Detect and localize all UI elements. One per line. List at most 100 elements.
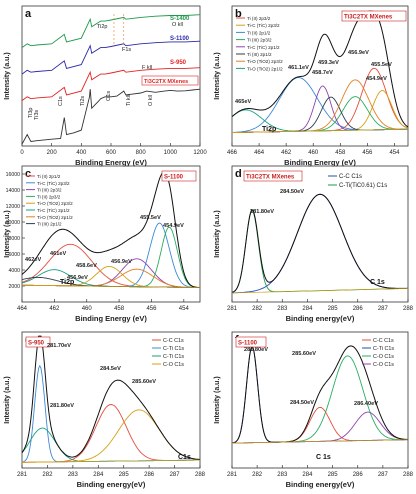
region-label: C1s <box>178 454 191 461</box>
series-label: S-1400 <box>170 16 190 22</box>
legend-entry: Ti-C (TiC) 2p3/2 <box>37 181 70 186</box>
x-tick-label: 285 <box>328 472 339 478</box>
x-axis-label: Binding energy(eV) <box>77 480 146 489</box>
legend-entry: C-O C1s <box>373 362 394 368</box>
legend-entry: Ti (III) 2p1/2 <box>247 52 272 57</box>
plot-frame <box>231 331 409 469</box>
legend-entry: Ti-O (TiO2) 2p3/2 <box>37 201 73 206</box>
x-tick-label: 400 <box>76 150 87 156</box>
peak-component <box>21 427 200 462</box>
x-axis-label: Binding Energy (eV) <box>284 158 356 167</box>
peak-label: 461.1eV <box>288 65 309 71</box>
x-tick-label: 287 <box>378 472 389 478</box>
legend-entry: Ti (II) 2p3/2 <box>37 194 61 199</box>
peak-label: 456.9eV <box>111 259 132 265</box>
panel-title: S-950 <box>28 341 45 347</box>
legend-entry: Ti-O (TiO2) 2p1/2 <box>247 66 283 71</box>
x-tick-label: 456 <box>146 306 157 312</box>
peak-label: 458.6eV <box>76 263 97 269</box>
series-line <box>21 14 201 48</box>
plot-frame <box>21 165 201 303</box>
y-axis-label: Intensity (a.u.) <box>214 376 221 423</box>
title-box <box>341 10 407 22</box>
x-tick-label: 600 <box>106 150 117 156</box>
x-tick-label: 285 <box>328 306 339 312</box>
legend-entry: C-Ti C1s <box>163 346 184 352</box>
peak-label: O1s <box>106 91 112 101</box>
peak-label: 281.80eV <box>250 209 274 215</box>
legend-entry: Ti-C (TiC) 2p1/2 <box>247 45 280 50</box>
peak-label: 458.7eV <box>312 70 333 76</box>
peak-label: 454.9eV <box>366 76 387 82</box>
x-tick-label: 288 <box>403 472 414 478</box>
x-tick-label: 285 <box>119 472 130 478</box>
x-tick-label: 200 <box>47 150 58 156</box>
y-tick-label: 14000 <box>6 188 21 194</box>
peak-label: C1s <box>58 96 64 106</box>
legend-entry: Ti (II) 2p1/2 <box>247 30 271 35</box>
y-tick-label: 8000 <box>8 236 20 242</box>
y-tick-label: 16000 <box>6 172 21 178</box>
panel-d: d Binding energy(eV) Intensity (a.u.) 281 28… <box>214 165 414 323</box>
baseline <box>22 284 200 288</box>
x-tick-label: 284 <box>302 306 313 312</box>
title-box <box>243 170 303 182</box>
legend-box <box>141 75 199 86</box>
legend-entry: C-C C1s <box>339 174 362 180</box>
peak-label: 455.5eV <box>140 215 161 221</box>
peak-label: 456.9eV <box>348 50 369 56</box>
peak-label: 455.5eV <box>371 62 392 68</box>
y-tick-label: 4000 <box>8 268 20 274</box>
x-tick-label: 286 <box>353 472 364 478</box>
envelope-line <box>21 171 200 288</box>
peak-label: Ti3s <box>34 110 40 120</box>
legend-entry: Ti (III) 2p3/2 <box>247 38 272 43</box>
peak-label: 286.40eV <box>354 401 378 407</box>
panel-c: c Binding Energy (eV) Intensity (a.u.) 464 4… <box>4 165 201 323</box>
legend-entry: C-Ti C1s <box>373 346 394 352</box>
peak-label: 459.3eV <box>318 60 339 66</box>
panel-title: S-1100 <box>238 341 258 347</box>
peak-component <box>232 77 408 133</box>
panel-letter: a <box>25 8 32 20</box>
x-tick-label: 282 <box>42 472 53 478</box>
peak-label: 284.50eV <box>280 189 304 195</box>
baseline <box>22 459 200 463</box>
panel-a: a Binding Energy (eV) Intensity (a.u.) 0 200… <box>4 5 207 167</box>
legend-entry: Ti-O (TiO2) 2p3/2 <box>247 59 283 64</box>
x-axis-label: Binding Energy (eV) <box>75 314 147 323</box>
peak-component <box>231 355 408 444</box>
series-label: S-950 <box>170 60 187 66</box>
legend-entry: Ti (II) 2p3/2 <box>247 16 271 21</box>
x-tick-label: 288 <box>195 472 206 478</box>
y-axis-label: Intensity (a.u.) <box>4 376 11 423</box>
baseline <box>231 128 408 133</box>
y-axis-label: Intensity (a.u.) <box>214 52 221 99</box>
x-tick-label: 454 <box>179 306 190 312</box>
series-line <box>21 67 201 101</box>
y-tick-label: 10000 <box>6 220 21 226</box>
x-tick-label: 454 <box>389 150 400 156</box>
x-tick-label: 0 <box>20 150 24 156</box>
x-tick-label: 464 <box>254 150 265 156</box>
peak-label: 284.5eV <box>100 366 121 372</box>
x-tick-label: 283 <box>68 472 79 478</box>
peak-label: Ti kll <box>126 95 132 106</box>
series-line <box>21 88 201 145</box>
peak-component <box>231 96 408 134</box>
x-tick-label: 284 <box>93 472 104 478</box>
x-tick-label: 281 <box>17 472 28 478</box>
peak-label: 456.9eV <box>67 275 88 281</box>
x-tick-label: 460 <box>82 306 93 312</box>
panel-title: Ti3C2TX MXenes <box>344 15 393 21</box>
peak-label: 281.80eV <box>244 347 268 353</box>
y-axis-label: Intensity (a.u.) <box>4 52 11 99</box>
x-tick-label: 282 <box>252 306 263 312</box>
panel-b: b Binding Energy (eV) Intensity (a.u.) 466 4… <box>214 5 409 167</box>
panel-e: eBinding energy(eV)Intensity (a.u.)28128… <box>4 331 206 489</box>
x-tick-label: 284 <box>302 472 313 478</box>
x-axis-label: Binding Energy (eV) <box>75 158 147 167</box>
legend-entry: Ti (II) 2p1/2 <box>37 174 61 179</box>
x-tick-label: 464 <box>17 306 28 312</box>
